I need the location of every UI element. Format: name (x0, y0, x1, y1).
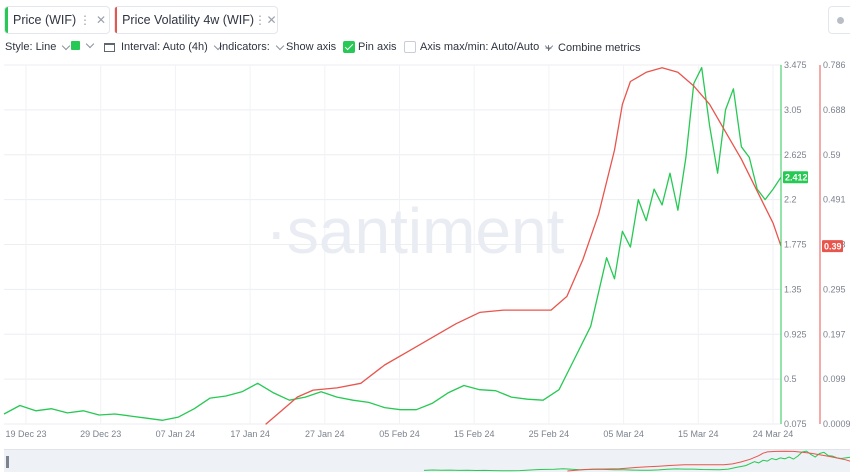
chevron-down-icon (275, 41, 284, 50)
range-navigator[interactable] (4, 449, 850, 472)
price-axis-tick: 0.075 (784, 419, 807, 429)
more-options-icon[interactable]: ⋮ (79, 13, 91, 27)
x-tick-label: 07 Jan 24 (156, 429, 196, 439)
pin-axis-label: Pin axis (358, 41, 397, 53)
price-line (3, 66, 782, 421)
navigator-volatility-line (567, 450, 850, 472)
price-current-badge (783, 171, 808, 184)
settings-dot-icon (837, 17, 844, 24)
navigator-handle[interactable] (6, 456, 9, 468)
volatility-current-value: 0.39 (824, 242, 842, 252)
x-tick-label: 27 Jan 24 (305, 429, 345, 439)
price-axis-tick: 3.05 (784, 105, 802, 115)
x-tick-label: 29 Dec 23 (80, 429, 121, 439)
volatility-axis-tick: 0.59 (823, 150, 841, 160)
metric-label-volatility: Price Volatility 4w (WIF) (122, 13, 255, 27)
color-square-icon (71, 41, 80, 50)
volatility-axis-tick: 0.295 (823, 284, 846, 294)
show-axis-toggle[interactable]: Show axis (286, 41, 356, 53)
style-dropdown[interactable]: Style: Line (5, 41, 71, 53)
indicators-label: Indicators: (219, 41, 270, 53)
metric-tab-volatility[interactable]: Price Volatility 4w (WIF) ⋮ ✕ (114, 6, 278, 34)
pin-axis-checkbox[interactable] (403, 41, 416, 53)
combine-metrics-button[interactable]: + Combine metrics (545, 41, 641, 55)
indicators-dropdown[interactable]: Indicators: (219, 41, 284, 53)
interval-label: Interval: Auto (4h) (121, 41, 208, 53)
navigator-preview (423, 450, 850, 472)
more-options-icon[interactable]: ⋮ (254, 13, 267, 27)
chart-series (3, 66, 782, 425)
price-axis-tick: 1.35 (784, 284, 802, 294)
price-color-swatch (5, 7, 8, 33)
price-axis-tick: 0.925 (784, 329, 807, 339)
volatility-axis-tick: 0.00096 (823, 419, 850, 429)
x-tick-label: 05 Feb 24 (379, 429, 420, 439)
chevron-down-icon (62, 41, 71, 50)
interval-dropdown[interactable]: Interval: Auto (4h) (104, 41, 223, 53)
x-tick-label: 17 Jan 24 (230, 429, 270, 439)
price-current-value: 2.412 (785, 173, 808, 183)
x-tick-label: 15 Feb 24 (454, 429, 495, 439)
volatility-line (265, 67, 782, 425)
price-chart[interactable]: ·santiment 19 Dec 23 29 Dec 23 07 Jan 24 17… (0, 58, 850, 448)
pin-axis-toggle[interactable]: Pin axis (358, 41, 416, 53)
volatility-axis-tick: 0.688 (823, 105, 846, 115)
axis-maxmin-dropdown[interactable]: Axis max/min: Auto/Auto (420, 41, 554, 53)
metric-tab-price[interactable]: Price (WIF) ⋮ ✕ (4, 6, 110, 34)
x-tick-label: 25 Feb 24 (529, 429, 570, 439)
price-axis-tick: 2.2 (784, 195, 797, 205)
plus-icon: + (545, 41, 553, 55)
x-tick-label: 19 Dec 23 (5, 429, 46, 439)
price-axis-tick: 2.625 (784, 150, 807, 160)
volatility-axis-tick: 0.491 (823, 195, 846, 205)
volatility-axis-tick: 0.786 (823, 60, 846, 70)
x-tick-label: 05 Mar 24 (603, 429, 644, 439)
volatility-axis-tick: 0.197 (823, 329, 846, 339)
axis-maxmin-label: Axis max/min: Auto/Auto (420, 41, 540, 53)
volatility-color-swatch (115, 7, 118, 33)
metric-label-price: Price (WIF) (13, 13, 77, 27)
close-icon[interactable]: ✕ (266, 13, 277, 27)
style-label: Style: Line (5, 41, 57, 53)
volatility-axis-tick: 0.099 (823, 374, 846, 384)
calendar-icon (104, 42, 115, 52)
price-axis-tick: 1.775 (784, 240, 807, 250)
volatility-current-badge (822, 240, 843, 253)
chart-toolbar: Style: Line Interval: Auto (4h) Indicato… (0, 38, 850, 58)
chevron-down-icon (85, 39, 95, 49)
x-tick-label: 24 Mar 24 (753, 429, 794, 439)
price-axis-tick: 0.5 (784, 374, 797, 384)
price-axis-tick: 3.475 (784, 60, 807, 70)
santiment-watermark: ·santiment (266, 195, 565, 267)
color-picker[interactable] (71, 39, 95, 50)
chart-axes: 19 Dec 23 29 Dec 23 07 Jan 24 17 Jan 24 27 J… (5, 60, 850, 439)
show-axis-label: Show axis (286, 41, 337, 53)
show-axis-checkbox[interactable] (343, 41, 356, 53)
chart-grid (4, 64, 781, 425)
metrics-bar: Price (WIF) ⋮ ✕ Price Volatility 4w (WIF… (0, 0, 850, 38)
close-icon[interactable]: ✕ (95, 13, 107, 27)
settings-button[interactable] (828, 6, 850, 34)
navigator-price-line (423, 450, 850, 472)
x-tick-label: 15 Mar 24 (678, 429, 719, 439)
combine-metrics-label: Combine metrics (558, 42, 641, 54)
